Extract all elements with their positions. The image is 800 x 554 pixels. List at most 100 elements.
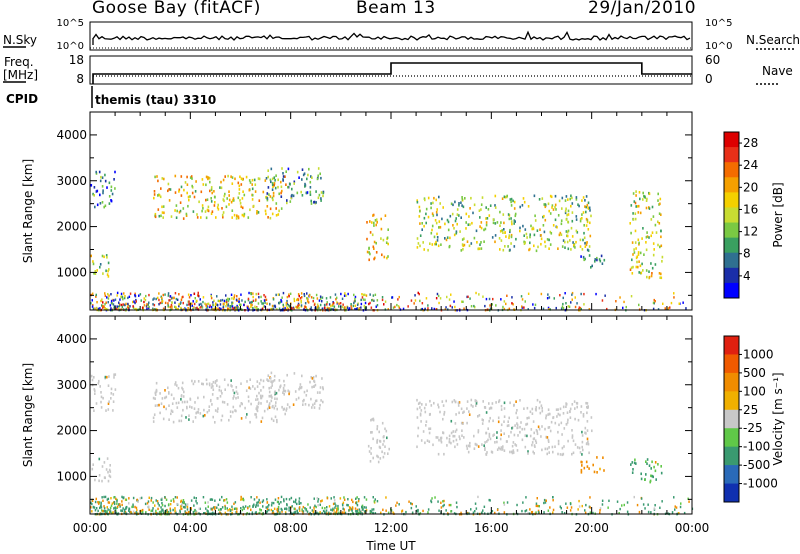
echo-cell (197, 408, 200, 411)
clutter-cell (107, 297, 110, 300)
clutter-cell (116, 499, 118, 503)
echo-cell (573, 400, 576, 403)
echo-cell (588, 245, 591, 248)
echo-cell (635, 265, 638, 269)
echo-cell (634, 201, 637, 205)
echo-cell (425, 221, 427, 225)
echo-cell (92, 463, 94, 466)
echo-cell (527, 205, 530, 208)
echo-cell (549, 194, 552, 198)
clutter-cell (123, 512, 125, 515)
clutter-cell (128, 497, 130, 500)
clutter-cell (410, 299, 413, 302)
echo-cell (536, 229, 539, 232)
echo-cell (305, 191, 308, 195)
clutter-cell (482, 295, 484, 298)
echo-cell (270, 399, 273, 403)
clutter-cell (266, 302, 268, 305)
echo-cell (519, 229, 521, 233)
clutter-cell (311, 509, 314, 512)
echo-cell (463, 410, 465, 414)
clutter-cell (240, 498, 242, 501)
echo-cell (542, 224, 545, 227)
echo-cell (273, 176, 276, 179)
clutter-cell (560, 307, 563, 310)
echo-cell (109, 470, 112, 473)
clutter-cell (145, 305, 148, 308)
echo-cell (639, 251, 642, 255)
clutter-cell (229, 508, 231, 511)
echo-cell (532, 437, 535, 441)
x-tick-label: 04:00 (173, 521, 208, 535)
clutter-cell (599, 511, 601, 514)
clutter-cell (296, 509, 298, 512)
echo-cell (549, 243, 552, 246)
echo-cell (302, 173, 305, 177)
echo-cell (272, 191, 275, 195)
echo-cell (516, 422, 518, 425)
clutter-cell (304, 507, 306, 510)
echo-cell (216, 379, 218, 382)
colorbar-tick-label: -500 (743, 458, 770, 472)
echo-cell (632, 265, 634, 269)
clutter-cell (543, 501, 545, 505)
clutter-cell (134, 512, 136, 515)
clutter-cell (210, 498, 212, 501)
echo-cell (473, 447, 476, 450)
echo-cell (303, 390, 306, 394)
clutter-cell (219, 512, 222, 515)
clutter-cell (664, 307, 666, 310)
clutter-cell (584, 511, 587, 514)
echo-cell (197, 396, 199, 400)
echo-cell (158, 214, 161, 218)
echo-cell (95, 402, 98, 405)
clutter-cell (178, 304, 180, 308)
echo-cell (247, 216, 250, 219)
clutter-cell (208, 305, 211, 309)
clutter-cell (207, 302, 210, 305)
echo-cell (541, 448, 543, 452)
clutter-cell (638, 510, 641, 514)
clutter-cell (503, 503, 506, 506)
echo-cell (112, 409, 114, 412)
echo-cell (571, 219, 574, 223)
echo-cell (288, 392, 290, 396)
echo-cell (479, 216, 481, 219)
echo-cell (652, 242, 655, 245)
clutter-cell (210, 294, 212, 298)
clutter-cell (685, 307, 687, 310)
echo-cell (243, 193, 246, 197)
clutter-cell (137, 500, 139, 503)
clutter-cell (688, 500, 690, 503)
echo-cell (658, 272, 661, 275)
clutter-cell (398, 306, 401, 309)
echo-cell (98, 170, 101, 174)
echo-cell (239, 175, 241, 179)
clutter-cell (191, 304, 193, 307)
echo-cell (566, 213, 568, 217)
echo-cell (464, 197, 466, 200)
echo-cell (283, 407, 286, 411)
echo-cell (158, 403, 160, 407)
echo-cell (302, 403, 304, 406)
clutter-cell (455, 501, 458, 504)
clutter-cell (460, 511, 462, 515)
clutter-cell (559, 294, 561, 297)
echo-cell (218, 385, 221, 389)
echo-cell (572, 241, 574, 244)
clutter-cell (578, 306, 581, 309)
echo-cell (102, 396, 104, 400)
echo-cell (587, 201, 590, 205)
clutter-cell (169, 507, 171, 510)
clutter-cell (562, 302, 564, 306)
echo-cell (284, 412, 286, 416)
echo-cell (249, 420, 251, 424)
echo-cell (105, 254, 108, 257)
clutter-cell (141, 511, 144, 514)
echo-cell (170, 412, 172, 416)
echo-cell (214, 421, 216, 424)
clutter-cell (152, 303, 154, 306)
echo-cell (642, 198, 644, 201)
echo-cell (450, 441, 452, 445)
echo-cell (205, 198, 207, 202)
